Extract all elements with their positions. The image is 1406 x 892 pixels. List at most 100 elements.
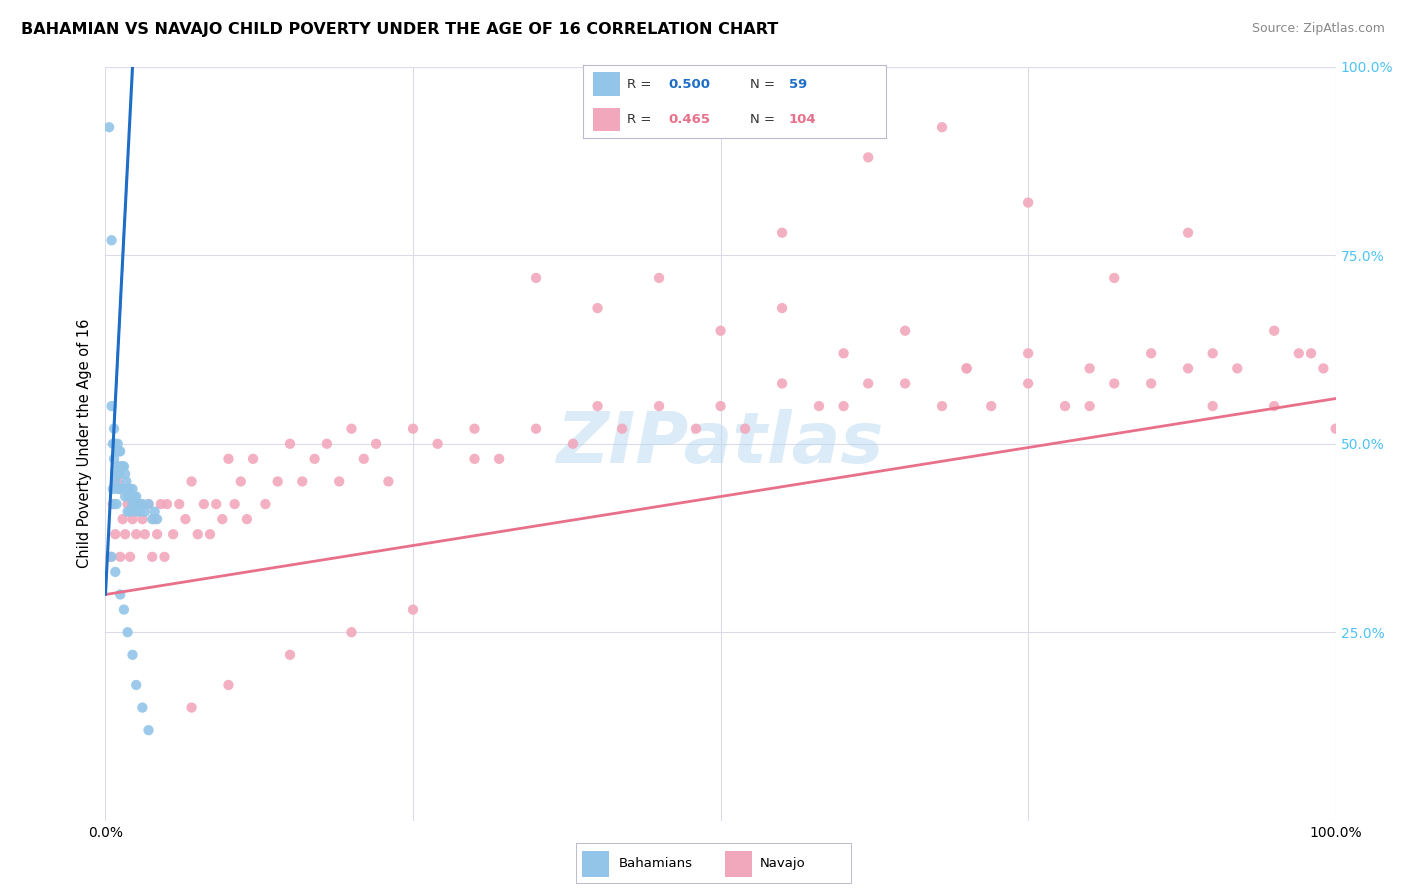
Text: 0.500: 0.500 <box>668 78 710 91</box>
Point <box>648 271 671 285</box>
Point <box>524 271 547 285</box>
Point <box>1102 376 1125 391</box>
Point <box>125 490 148 504</box>
Point <box>710 324 733 338</box>
Point <box>1017 376 1039 391</box>
Point <box>278 648 301 662</box>
Point <box>218 678 240 692</box>
Point <box>120 505 141 519</box>
Point <box>98 120 121 135</box>
Text: 0.465: 0.465 <box>668 112 710 126</box>
Point <box>174 512 197 526</box>
Y-axis label: Child Poverty Under the Age of 16: Child Poverty Under the Age of 16 <box>77 319 93 568</box>
Point <box>340 625 363 640</box>
Point <box>121 648 143 662</box>
Point <box>129 497 152 511</box>
Point <box>120 549 141 564</box>
Point <box>1226 361 1249 376</box>
Point <box>304 451 326 466</box>
Point <box>180 700 202 714</box>
Point <box>242 451 264 466</box>
Point <box>141 512 163 526</box>
Point <box>1140 346 1163 360</box>
Text: R =: R = <box>627 78 652 91</box>
Bar <box>592 72 620 95</box>
Point <box>128 497 150 511</box>
Point <box>931 399 953 413</box>
Point <box>146 527 169 541</box>
Point <box>122 490 145 504</box>
Point <box>291 475 314 489</box>
Point <box>1202 346 1225 360</box>
Point <box>110 459 132 474</box>
Point <box>770 226 793 240</box>
Point <box>1177 226 1199 240</box>
Point <box>218 451 240 466</box>
Point <box>562 437 585 451</box>
Point <box>610 422 633 436</box>
Point <box>120 490 142 504</box>
Bar <box>592 108 620 131</box>
Text: ZIPatlas: ZIPatlas <box>557 409 884 478</box>
Point <box>894 324 917 338</box>
Point <box>125 527 148 541</box>
Point <box>115 475 138 489</box>
Point <box>832 346 855 360</box>
Point <box>832 399 855 413</box>
Point <box>108 467 131 481</box>
Point <box>98 549 122 564</box>
Point <box>134 505 156 519</box>
Point <box>236 512 259 526</box>
Point <box>121 482 143 496</box>
Text: 104: 104 <box>789 112 817 126</box>
Point <box>110 482 132 496</box>
Text: 59: 59 <box>789 78 807 91</box>
Point <box>169 497 191 511</box>
Point <box>858 150 880 164</box>
Point <box>124 497 146 511</box>
Point <box>114 527 136 541</box>
Point <box>205 497 228 511</box>
Point <box>121 512 143 526</box>
Point <box>1312 361 1334 376</box>
Point <box>114 490 136 504</box>
Point <box>105 497 128 511</box>
Point <box>402 422 425 436</box>
Text: R =: R = <box>627 112 652 126</box>
Point <box>131 497 153 511</box>
Point <box>107 459 129 474</box>
Point <box>187 527 209 541</box>
Point <box>1288 346 1310 360</box>
Point <box>807 399 830 413</box>
Point <box>100 233 122 247</box>
Point <box>104 565 127 579</box>
Point <box>103 451 125 466</box>
Point <box>131 512 153 526</box>
Point <box>153 549 176 564</box>
Point <box>125 505 148 519</box>
Point <box>224 497 246 511</box>
Point <box>100 549 122 564</box>
Point <box>858 376 880 391</box>
Point <box>1263 399 1285 413</box>
Point <box>426 437 449 451</box>
Point <box>146 512 169 526</box>
Point <box>956 361 979 376</box>
Point <box>464 422 486 436</box>
Point <box>254 497 277 511</box>
Point <box>117 625 139 640</box>
Point <box>111 482 134 496</box>
Point <box>111 459 134 474</box>
Point <box>211 512 233 526</box>
Point <box>315 437 337 451</box>
Point <box>1324 422 1347 436</box>
Point <box>107 482 129 496</box>
Point <box>134 527 156 541</box>
Point <box>138 497 160 511</box>
Point <box>117 505 139 519</box>
Point <box>1140 376 1163 391</box>
Point <box>104 475 127 489</box>
Point <box>162 527 184 541</box>
Point <box>110 549 132 564</box>
Point <box>104 437 127 451</box>
